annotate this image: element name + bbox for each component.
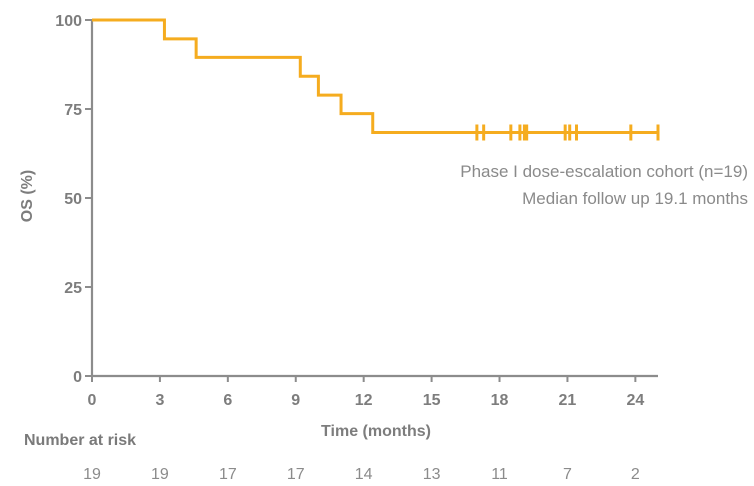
x-tick-label-1: 3 (155, 392, 164, 409)
y-axis-title: OS (%) (19, 170, 36, 222)
risk-value-4: 14 (355, 466, 373, 483)
y-tick-label-4: 100 (55, 13, 82, 30)
y-tick-label-3: 75 (64, 102, 82, 119)
risk-value-7: 7 (563, 466, 572, 483)
y-tick-label-2: 50 (64, 191, 82, 208)
annotation-cohort: Phase I dose-escalation cohort (n=19) (460, 162, 748, 181)
x-axis-title: Time (months) (321, 423, 431, 440)
annotation-followup: Median follow up 19.1 months (522, 189, 748, 208)
series-layer (92, 18, 658, 134)
labels-layer: OS (%) Time (months) Phase I dose-escala… (19, 162, 748, 449)
x-tick-label-4: 12 (355, 392, 373, 409)
y-tick-label-1: 25 (64, 280, 82, 297)
risk-value-8: 2 (631, 466, 640, 483)
x-tick-label-8: 24 (626, 392, 644, 409)
risk-value-3: 17 (287, 466, 305, 483)
risk-value-2: 17 (219, 466, 237, 483)
x-tick-label-2: 6 (223, 392, 232, 409)
risk-layer: 19 19 17 17 14 13 11 7 2 (83, 466, 640, 483)
x-tick-label-3: 9 (291, 392, 300, 409)
x-tick-label-6: 18 (491, 392, 509, 409)
x-tick-label-0: 0 (88, 392, 97, 409)
x-tick-label-7: 21 (559, 392, 577, 409)
risk-value-6: 11 (491, 466, 508, 483)
risk-value-1: 19 (151, 466, 169, 483)
ticks-layer: 0 25 50 75 100 0 3 6 9 12 15 18 21 24 (55, 13, 644, 409)
y-tick-label-0: 0 (73, 369, 82, 386)
risk-table-title: Number at risk (24, 432, 136, 449)
x-tick-label-5: 15 (423, 392, 441, 409)
risk-value-0: 19 (83, 466, 101, 483)
censor-layer (475, 124, 660, 141)
risk-value-5: 13 (423, 466, 441, 483)
survival-curve (92, 18, 658, 134)
